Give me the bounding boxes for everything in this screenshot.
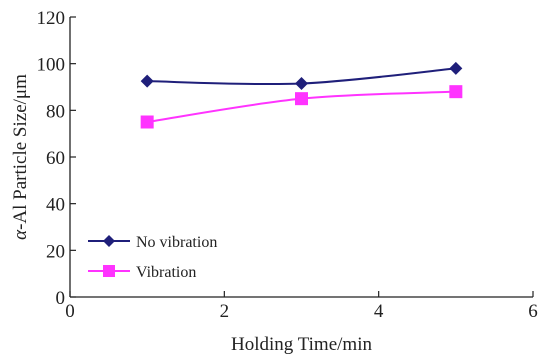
legend-label-no-vibration: No vibration [136, 234, 217, 251]
y-tick-label: 120 [37, 8, 66, 29]
x-tick-label: 0 [65, 301, 75, 322]
y-ticks: 0 20 40 60 80 100 120 [37, 8, 76, 309]
legend-label-vibration: Vibration [136, 264, 196, 281]
data-point-no-vibration [140, 74, 154, 88]
data-point-no-vibration [295, 77, 308, 90]
y-axis-title-main: -Al Particle Size/μm [10, 74, 31, 230]
x-tick-label: 4 [374, 301, 384, 322]
y-tick-label: 60 [46, 148, 65, 169]
y-axis-title-prefix: α [10, 229, 31, 240]
y-tick-label: 100 [37, 55, 66, 76]
x-tick-label: 2 [220, 301, 230, 322]
axes [69, 17, 533, 298]
x-tick-label: 6 [528, 301, 538, 322]
legend-marker-vibration [103, 265, 115, 277]
y-axis-title: α-Al Particle Size/μm [10, 74, 31, 240]
x-ticks: 0 2 4 6 [65, 291, 538, 322]
legend-marker-no-vibration [103, 235, 115, 247]
y-tick-label: 20 [46, 241, 65, 262]
y-tick-label: 40 [46, 195, 65, 216]
data-point-no-vibration [449, 61, 463, 75]
data-point-vibration [449, 85, 463, 99]
x-axis-title: Holding Time/min [231, 334, 372, 355]
series-layer [140, 61, 463, 129]
data-point-vibration [295, 92, 308, 106]
legend: No vibration Vibration [88, 234, 217, 281]
y-tick-label: 0 [56, 288, 66, 309]
data-point-vibration [140, 115, 154, 129]
y-tick-label: 80 [46, 101, 65, 122]
